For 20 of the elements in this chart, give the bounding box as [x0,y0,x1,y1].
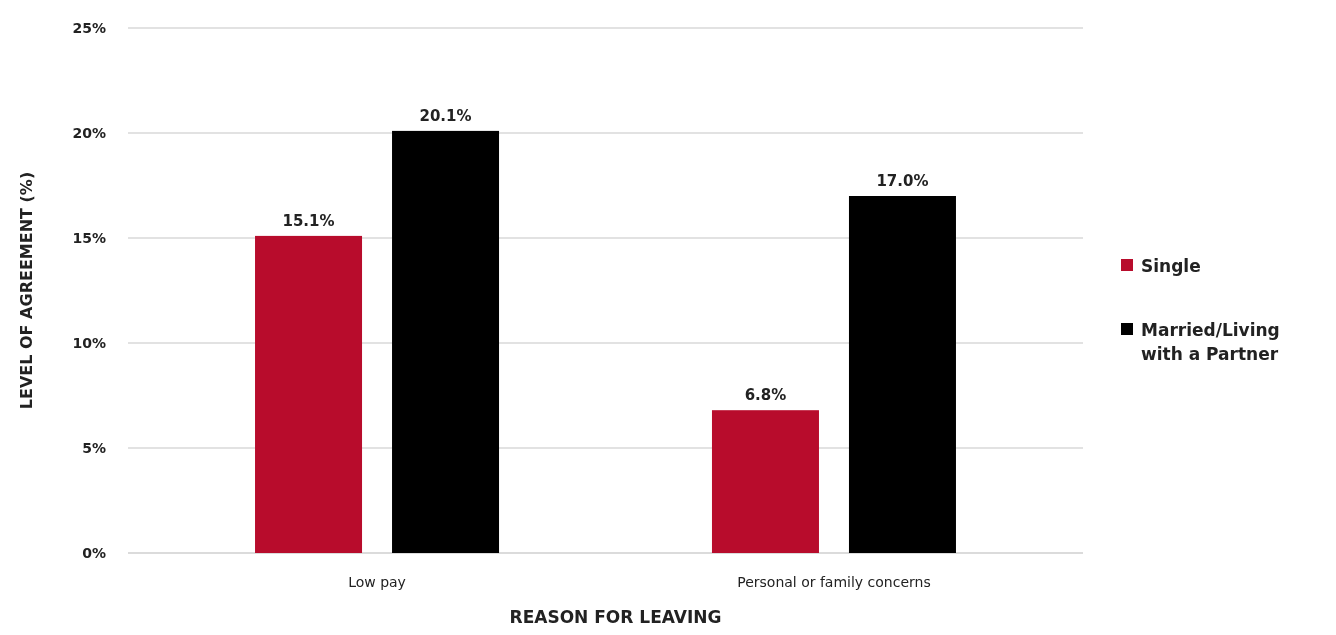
data-label: 15.1% [282,211,335,230]
y-tick-label: 10% [72,334,106,351]
bar [392,130,500,553]
y-tick-label: 15% [72,229,106,246]
x-axis-title: REASON FOR LEAVING [509,607,722,627]
x-tick-label: Low pay [348,574,406,590]
legend-label: Single [1141,255,1201,276]
data-label: 17.0% [876,172,929,190]
y-axis-title: LEVEL OF AGREEMENT (%) [17,171,36,410]
bar [711,410,819,553]
data-label: 6.8% [744,386,787,405]
bar [848,196,956,553]
bar [255,235,363,553]
y-tick-label: 5% [82,439,106,456]
x-tick-label: Personal or family concerns [737,574,931,590]
legend-label: Married/Living with a Partner [1141,319,1280,364]
y-tick-label: 0% [82,544,106,561]
y-tick-label: 20% [72,124,106,141]
data-label: 20.1% [419,106,472,125]
y-tick-label: 25% [72,19,106,36]
